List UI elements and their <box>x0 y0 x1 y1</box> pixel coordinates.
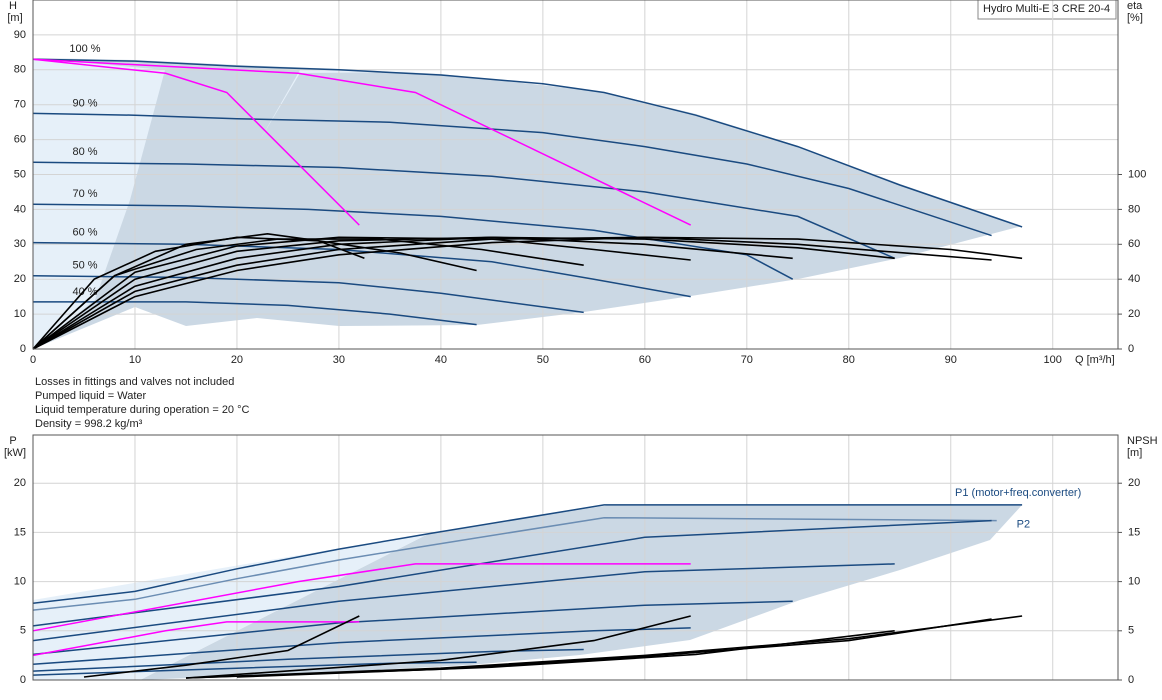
y-tick-label: 10 <box>14 308 26 320</box>
curve <box>32 600 793 656</box>
curve <box>32 58 1023 228</box>
x-tick-label: 0 <box>30 354 36 366</box>
y-tick-label: 90 <box>14 29 26 41</box>
y2-tick-label: 40 <box>1128 273 1140 285</box>
y2-tick-label: 10 <box>1128 576 1140 588</box>
y-axis-unit: [kW] <box>4 447 26 459</box>
curve <box>32 241 691 298</box>
y2-tick-label: 60 <box>1128 238 1140 250</box>
note: Losses in fittings and valves not includ… <box>35 376 234 388</box>
curve <box>32 232 365 350</box>
curve <box>32 58 692 226</box>
x-tick-label: 70 <box>741 354 753 366</box>
y2-axis-label: eta <box>1127 0 1143 12</box>
y2-tick-label: 20 <box>1128 308 1140 320</box>
x-tick-label: 80 <box>843 354 855 366</box>
y2-axis-unit: [m] <box>1127 447 1142 459</box>
y2-tick-label: 100 <box>1128 168 1146 180</box>
curve <box>185 615 691 679</box>
y-tick-label: 30 <box>14 238 26 250</box>
y-axis-label: H <box>9 0 17 12</box>
y2-tick-label: 15 <box>1128 526 1140 538</box>
power-range <box>140 505 1022 680</box>
operating-range <box>33 58 1022 349</box>
y2-tick-label: 80 <box>1128 203 1140 215</box>
curve <box>32 621 360 657</box>
curve <box>32 504 1023 605</box>
curve-label: P2 <box>1017 519 1030 531</box>
chart-title: Hydro Multi-E 3 CRE 20-4 <box>983 3 1110 15</box>
note: Density = 998.2 kg/m³ <box>35 418 143 430</box>
y-tick-label: 10 <box>14 576 26 588</box>
y2-tick-label: 20 <box>1128 477 1140 489</box>
curve <box>33 301 477 326</box>
plot-frame <box>32 434 1119 681</box>
x-tick-label: 40 <box>435 354 447 366</box>
plot-frame <box>32 0 1119 350</box>
speed-label: 50 % <box>72 260 97 272</box>
speed-label: 90 % <box>72 97 97 109</box>
curve <box>32 627 691 666</box>
curve <box>32 563 895 642</box>
curve <box>32 236 691 350</box>
y2-axis-unit: [%] <box>1127 12 1143 24</box>
x-tick-label: 50 <box>537 354 549 366</box>
x-tick-label: 10 <box>129 354 141 366</box>
curve <box>83 615 360 678</box>
curve <box>32 274 584 314</box>
x-tick-label: 100 <box>1044 354 1062 366</box>
curve <box>32 236 793 350</box>
y-tick-label: 60 <box>14 134 26 146</box>
curve <box>32 648 584 672</box>
note: Pumped liquid = Water <box>35 390 147 402</box>
y-tick-label: 40 <box>14 203 26 215</box>
x-axis-label: Q [m³/h] <box>1075 354 1115 366</box>
speed-label: 40 % <box>72 286 97 298</box>
y-tick-label: 5 <box>20 625 26 637</box>
x-tick-label: 30 <box>333 354 345 366</box>
y2-tick-label: 0 <box>1128 674 1134 686</box>
title-box <box>977 0 1117 20</box>
y-tick-label: 0 <box>20 674 26 686</box>
y-axis-label: P <box>9 435 16 447</box>
curve-label: P1 (motor+freq.converter) <box>955 487 1081 499</box>
speed-label: 60 % <box>72 226 97 238</box>
curve <box>32 516 997 611</box>
x-tick-label: 60 <box>639 354 651 366</box>
speed-label: 100 % <box>69 43 100 55</box>
curve <box>236 630 895 678</box>
power-range-light <box>33 533 430 680</box>
curve <box>32 563 691 632</box>
curve <box>32 519 992 627</box>
x-tick-label: 20 <box>231 354 243 366</box>
curve <box>32 58 360 226</box>
y-tick-label: 20 <box>14 273 26 285</box>
y-tick-label: 15 <box>14 526 26 538</box>
speed-label: 70 % <box>72 188 97 200</box>
speed-label: 80 % <box>72 146 97 158</box>
curve <box>32 161 895 259</box>
curve <box>32 236 1023 350</box>
note: Liquid temperature during operation = 20… <box>35 404 250 416</box>
curve <box>32 203 794 280</box>
x-tick-label: 90 <box>945 354 957 366</box>
y-tick-label: 20 <box>14 477 26 489</box>
curve <box>32 112 992 237</box>
y-tick-label: 50 <box>14 168 26 180</box>
curve <box>32 236 992 350</box>
y2-tick-label: 0 <box>1128 343 1134 355</box>
y-tick-label: 70 <box>14 99 26 111</box>
y2-axis-label: NPSH <box>1127 435 1158 447</box>
y-tick-label: 80 <box>14 64 26 76</box>
y-tick-label: 0 <box>20 343 26 355</box>
curve <box>32 236 895 350</box>
y2-tick-label: 5 <box>1128 625 1134 637</box>
y-axis-unit: [m] <box>7 12 22 24</box>
